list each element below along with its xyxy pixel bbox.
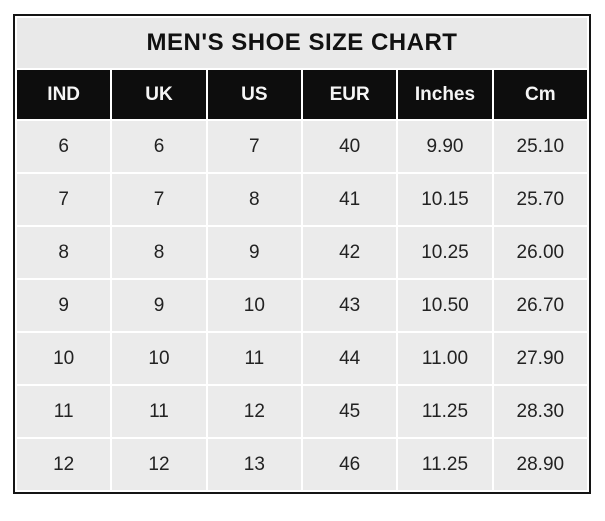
column-header-uk: UK — [112, 70, 206, 119]
table-cell: 8 — [17, 227, 111, 278]
table-cell: 6 — [112, 121, 206, 172]
table-cell: 41 — [302, 174, 397, 225]
table-row: 11 11 12 45 11.25 28.30 — [17, 386, 587, 437]
table-cell: 26.70 — [493, 280, 587, 331]
table-cell: 11.25 — [398, 439, 492, 490]
table-cell: 26.00 — [493, 227, 587, 278]
table-cell: 40 — [302, 121, 397, 172]
shoe-size-chart: MEN'S SHOE SIZE CHART IND UK US EUR Inch… — [13, 14, 591, 494]
table-cell: 45 — [302, 386, 397, 437]
table-cell: 10 — [112, 333, 206, 384]
table-cell: 11.25 — [398, 386, 492, 437]
size-chart-table: MEN'S SHOE SIZE CHART IND UK US EUR Inch… — [13, 14, 591, 494]
table-cell: 25.70 — [493, 174, 587, 225]
table-cell: 7 — [207, 121, 301, 172]
table-cell: 44 — [302, 333, 397, 384]
table-cell: 46 — [302, 439, 397, 490]
column-header-eur: EUR — [302, 70, 397, 119]
header-row: IND UK US EUR Inches Cm — [17, 70, 587, 119]
table-cell: 8 — [112, 227, 206, 278]
table-row: 12 12 13 46 11.25 28.90 — [17, 439, 587, 490]
table-cell: 10 — [17, 333, 111, 384]
column-header-us: US — [207, 70, 301, 119]
table-cell: 8 — [207, 174, 301, 225]
table-cell: 43 — [302, 280, 397, 331]
table-cell: 12 — [112, 439, 206, 490]
table-cell: 9.90 — [398, 121, 492, 172]
table-cell: 9 — [207, 227, 301, 278]
table-cell: 27.90 — [493, 333, 587, 384]
table-cell: 11 — [17, 386, 111, 437]
table-cell: 11.00 — [398, 333, 492, 384]
table-cell: 25.10 — [493, 121, 587, 172]
table-cell: 13 — [207, 439, 301, 490]
column-header-inches: Inches — [398, 70, 492, 119]
table-cell: 7 — [112, 174, 206, 225]
table-cell: 42 — [302, 227, 397, 278]
table-cell: 10.15 — [398, 174, 492, 225]
chart-title: MEN'S SHOE SIZE CHART — [17, 18, 587, 68]
table-row: 7 7 8 41 10.15 25.70 — [17, 174, 587, 225]
title-row: MEN'S SHOE SIZE CHART — [17, 18, 587, 68]
table-cell: 7 — [17, 174, 111, 225]
table-cell: 6 — [17, 121, 111, 172]
table-row: 8 8 9 42 10.25 26.00 — [17, 227, 587, 278]
column-header-ind: IND — [17, 70, 111, 119]
table-row: 10 10 11 44 11.00 27.90 — [17, 333, 587, 384]
table-cell: 28.90 — [493, 439, 587, 490]
table-cell: 9 — [17, 280, 111, 331]
table-cell: 10 — [207, 280, 301, 331]
table-cell: 12 — [17, 439, 111, 490]
table-cell: 10.25 — [398, 227, 492, 278]
table-row: 6 6 7 40 9.90 25.10 — [17, 121, 587, 172]
table-cell: 28.30 — [493, 386, 587, 437]
table-cell: 9 — [112, 280, 206, 331]
table-cell: 12 — [207, 386, 301, 437]
table-cell: 10.50 — [398, 280, 492, 331]
column-header-cm: Cm — [493, 70, 587, 119]
table-cell: 11 — [112, 386, 206, 437]
table-row: 9 9 10 43 10.50 26.70 — [17, 280, 587, 331]
table-cell: 11 — [207, 333, 301, 384]
